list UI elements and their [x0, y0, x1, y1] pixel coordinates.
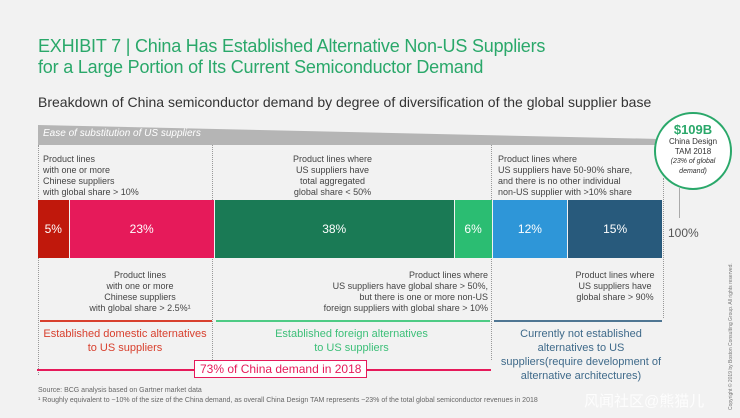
title-line-2: for a Large Portion of Its Current Semic…: [38, 57, 484, 77]
label-top-foreign: Product lines where US suppliers have tota…: [292, 154, 373, 197]
label-bottom-domestic: Product lines with one or more Chinese sup…: [89, 270, 191, 313]
tam-note: demand): [679, 168, 707, 175]
foreign-bracket: [216, 320, 490, 322]
label-bottom-us: Product lines where US suppliers have glob…: [575, 270, 655, 302]
bar-segment: 5%: [38, 200, 69, 258]
tam-label: China Design: [668, 137, 718, 146]
divider: [38, 145, 39, 375]
circle-connector: [679, 188, 680, 218]
none-bracket: [494, 320, 662, 322]
footnote: ¹ Roughly equivalent to ~10% of the size…: [38, 397, 538, 404]
group-none: Currently not established alternatives to…: [500, 328, 662, 382]
ease-band: [38, 125, 660, 145]
copyright: Copyright © 2019 by Boston Consulting Gr…: [728, 263, 734, 410]
footnotes: Source: BCG analysis based on Gartner ma…: [38, 386, 538, 406]
group-domestic: Established domestic alternatives to US s…: [43, 328, 207, 354]
bar-segment: 38%: [214, 200, 454, 258]
tam-note: (23% of global: [670, 158, 716, 165]
source: Source: BCG analysis based on Gartner ma…: [38, 387, 202, 394]
tam-value: $109B: [673, 122, 713, 137]
subtitle: Breakdown of China semiconductor demand …: [38, 94, 652, 110]
watermark: 风闻社区@熊猫儿: [584, 393, 705, 410]
tam-label: TAM 2018: [674, 147, 712, 156]
band-label: Ease of substitution of US suppliers: [43, 128, 201, 139]
bar-segment: 23%: [69, 200, 214, 258]
label-top-domestic: Product lines with one or more Chinese sup…: [43, 154, 139, 197]
divider: [663, 178, 664, 318]
label-top-us: Product lines where US suppliers have 50-…: [498, 154, 633, 197]
bar-segment: 15%: [568, 200, 662, 258]
total-label: 100%: [668, 226, 699, 240]
domestic-bracket: [40, 320, 212, 322]
label-bottom-foreign: Product lines where US suppliers have glo…: [323, 270, 488, 313]
bar-segment: 6%: [454, 200, 492, 258]
tam-circle: $109B China Design TAM 2018 (23% of glob…: [654, 112, 732, 190]
summary-box: 73% of China demand in 2018: [194, 360, 368, 378]
group-foreign: Established foreign alternatives to US su…: [275, 328, 428, 354]
page-title: EXHIBIT 7 | China Has Established Altern…: [38, 36, 545, 78]
bar-segment: 12%: [492, 200, 568, 258]
title-line-1: EXHIBIT 7 | China Has Established Altern…: [38, 36, 546, 56]
